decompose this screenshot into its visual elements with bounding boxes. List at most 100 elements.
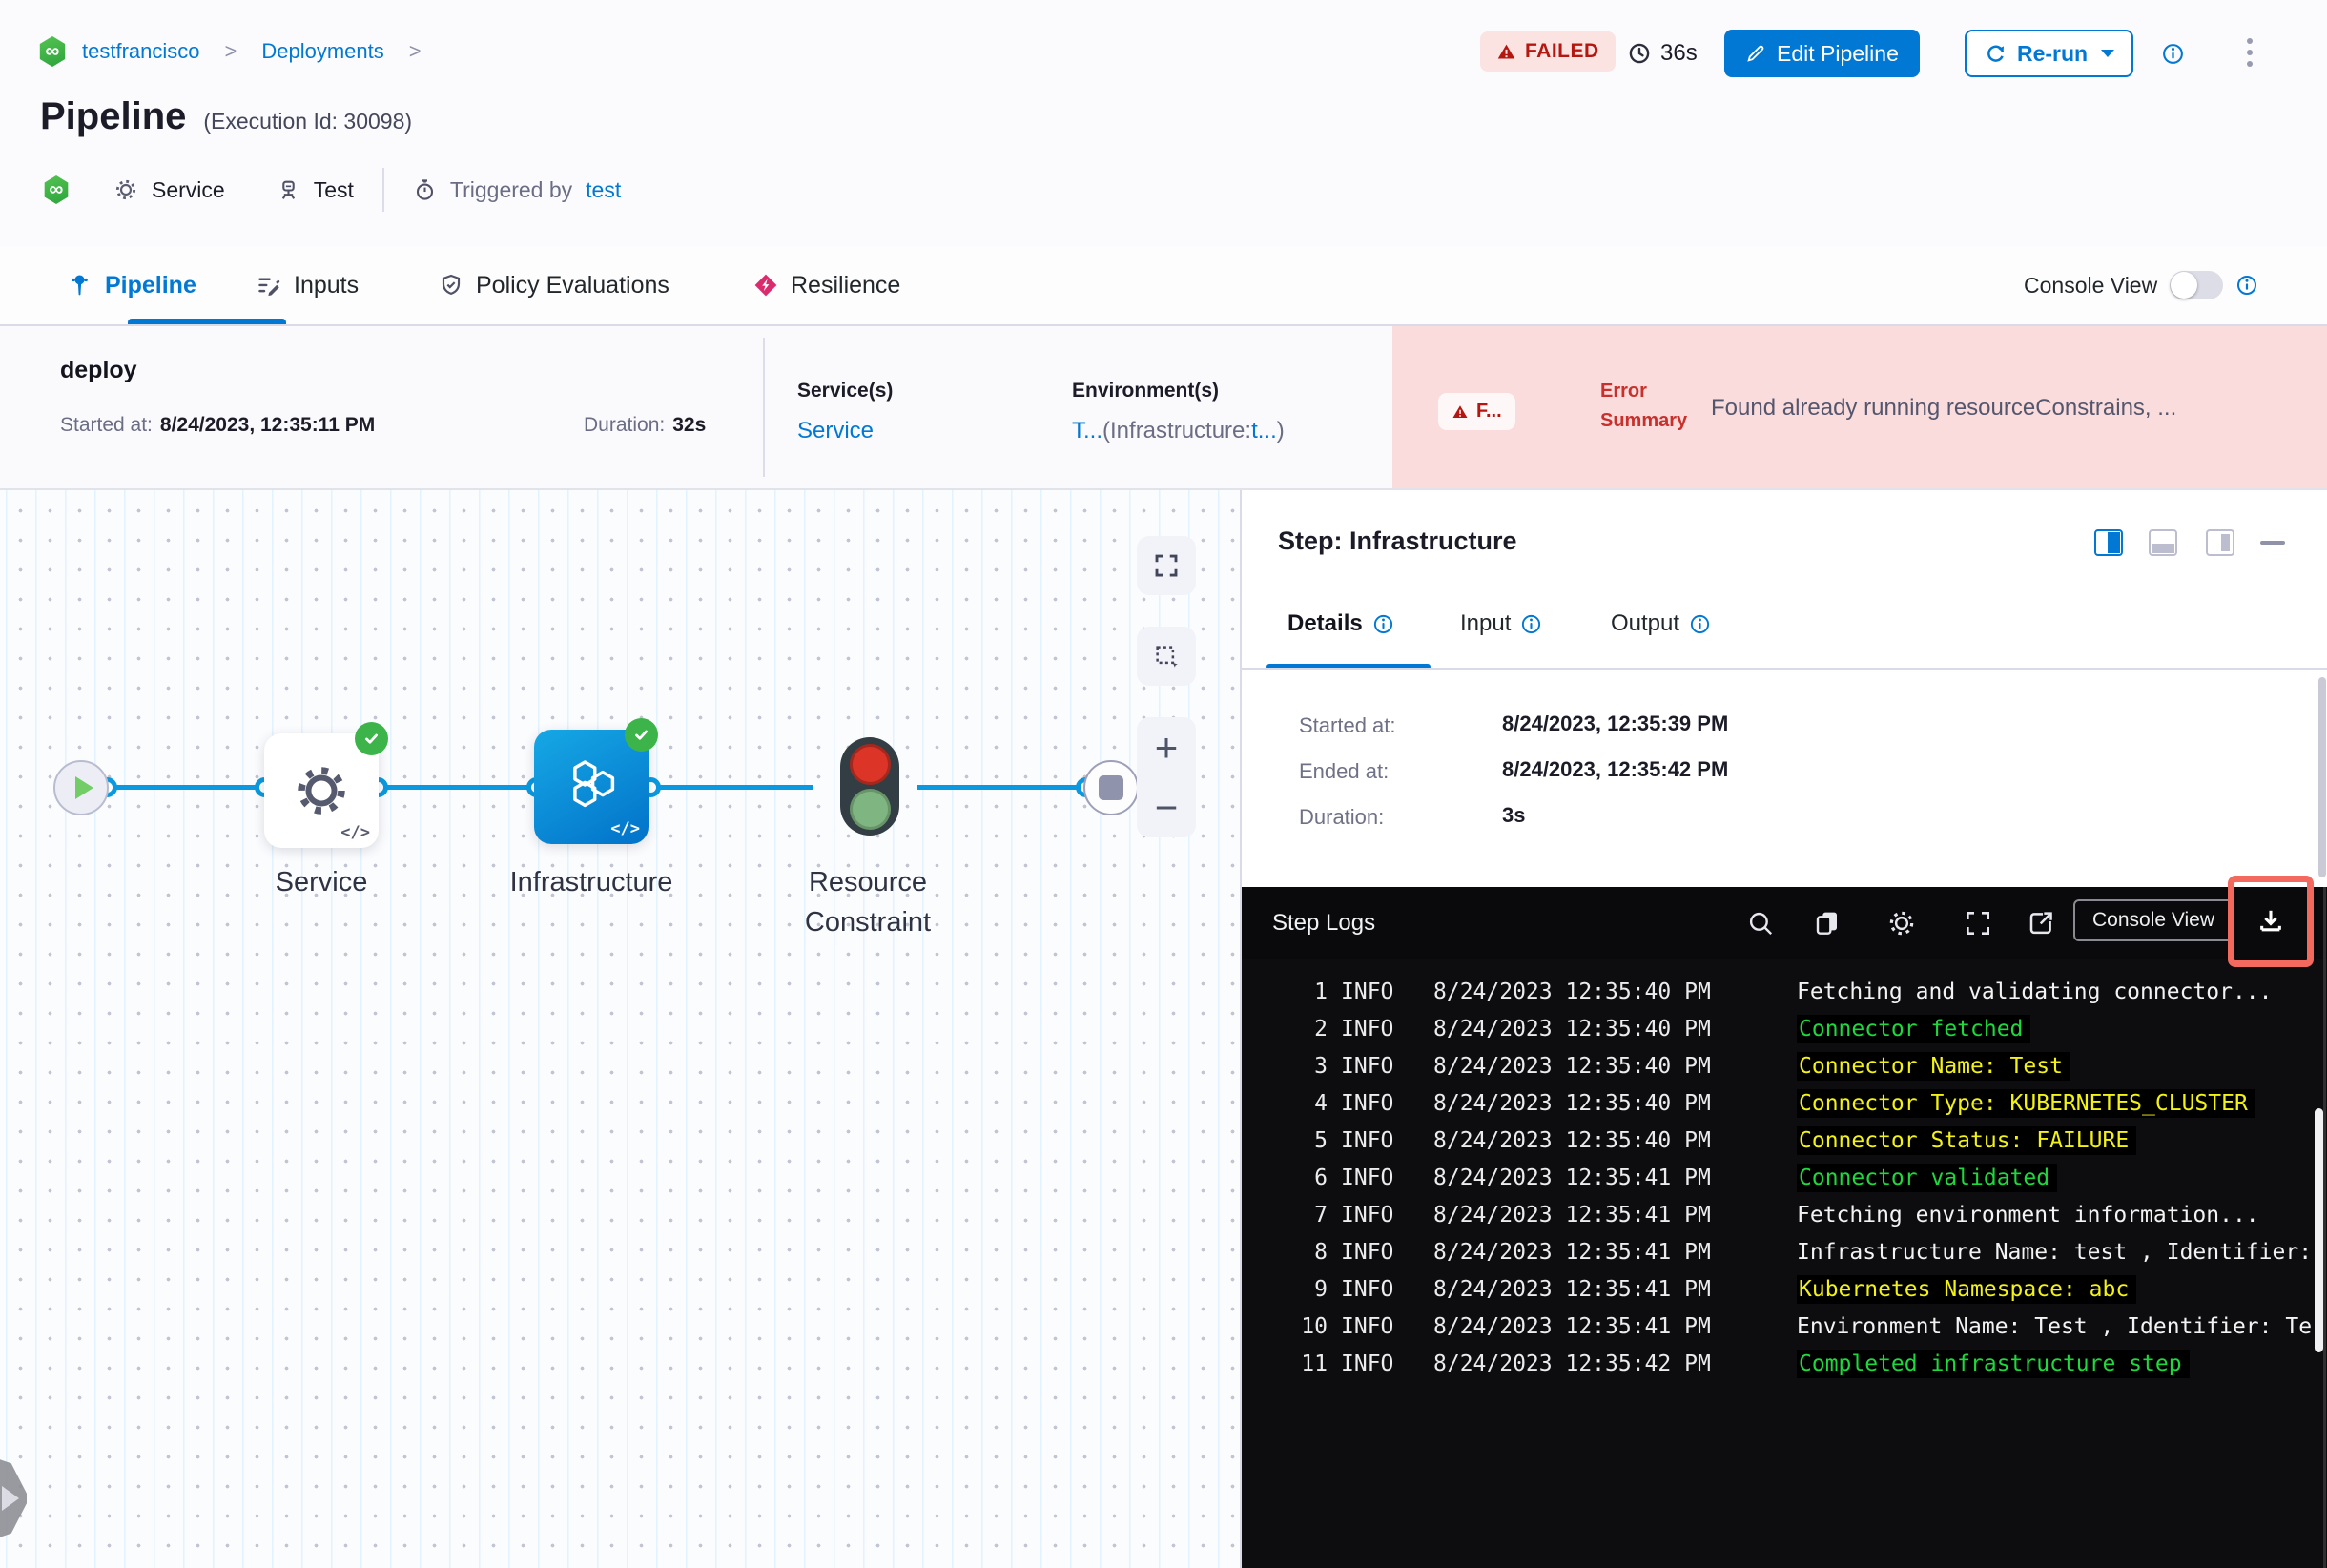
edit-pipeline-button[interactable]: Edit Pipeline <box>1724 30 1920 77</box>
green-light-icon <box>849 788 891 830</box>
step-details-panel: Step: Infrastructure Details Input Outpu… <box>1240 490 2327 1568</box>
active-tab-underline <box>1266 664 1431 670</box>
log-line: 6 INFO 8/24/2023 12:35:41 PM Connector vali… <box>1242 1159 2327 1196</box>
log-line: 7 INFO 8/24/2023 12:35:41 PM Fetching envir… <box>1314 1202 2259 1228</box>
services-label: Service(s) <box>797 380 894 402</box>
error-summary-label: Error Summary <box>1600 381 1688 431</box>
triggered-by-user-link[interactable]: test <box>586 176 622 202</box>
rerun-button[interactable]: Re-run <box>1965 30 2134 77</box>
layout-bottom-split-button[interactable] <box>2149 529 2177 556</box>
execution-status-badge: FAILED <box>1480 31 1616 72</box>
zoom-out-button[interactable]: − <box>1154 784 1179 830</box>
stop-icon <box>1099 775 1123 800</box>
chevron-right-icon: > <box>408 39 422 63</box>
execution-id: (Execution Id: 30098) <box>203 109 413 134</box>
divider <box>1242 668 2327 670</box>
fit-to-screen-button[interactable] <box>1137 536 1196 595</box>
more-options-menu[interactable] <box>2243 34 2256 71</box>
console-view-label: Console View <box>2024 272 2158 298</box>
tab-resilience[interactable]: Resilience <box>753 246 900 324</box>
node-label-service: Service <box>275 867 368 897</box>
chaos-icon <box>754 274 777 297</box>
chevron-right-icon: > <box>224 39 237 63</box>
shield-check-icon <box>442 274 461 296</box>
step-logs-title: Step Logs <box>1272 909 1376 936</box>
divider <box>763 338 765 477</box>
search-icon[interactable] <box>1745 908 1776 939</box>
breadcrumb-project-link[interactable]: testfrancisco <box>82 39 200 63</box>
stopwatch-icon <box>416 178 433 200</box>
environment-name: Test <box>313 176 354 202</box>
failed-chip: F... <box>1438 393 1515 430</box>
breadcrumb-deployments-link[interactable]: Deployments <box>261 39 384 63</box>
environments-value: T...(Infrastructure:t...) <box>1072 418 1285 444</box>
red-light-icon <box>849 743 891 785</box>
layout-right-split-button[interactable] <box>2094 529 2123 556</box>
log-line: 2 INFO 8/24/2023 12:35:40 PM Connector fetc… <box>1242 1010 2327 1047</box>
warning-icon <box>1497 44 1515 58</box>
clock-icon <box>1629 43 1650 64</box>
started-at-value: 8/24/2023, 12:35:11 PM <box>159 414 376 436</box>
elapsed-time: 36s <box>1627 40 1698 67</box>
console-view-toggle[interactable] <box>2170 271 2224 299</box>
end-node[interactable] <box>1083 760 1139 815</box>
tab-output[interactable]: Output <box>1611 610 1711 637</box>
minimize-panel-button[interactable] <box>2260 541 2285 545</box>
tab-inputs[interactable]: Inputs <box>256 246 359 324</box>
download-logs-icon[interactable] <box>2255 906 2286 937</box>
fullscreen-icon[interactable] <box>1963 908 1993 939</box>
run-summary-strip: deploy Started at: 8/24/2023, 12:35:11 P… <box>0 326 2327 490</box>
stage-name: deploy <box>60 357 137 383</box>
layout-right-drawer-button[interactable] <box>2206 529 2234 556</box>
node-label-infrastructure: Infrastructure <box>509 867 673 897</box>
pipeline-graph-canvas[interactable]: </> Service </> Infrastructure Resource … <box>0 490 1240 1568</box>
log-line: 3 INFO 8/24/2023 12:35:40 PM Connector Name… <box>1242 1047 2327 1084</box>
error-strip: F... Error Summary Found already running… <box>1392 326 2327 488</box>
services-value-link[interactable]: Service <box>797 418 875 444</box>
console-view-button[interactable]: Console View <box>2073 899 2234 941</box>
hexagons-icon <box>573 760 615 808</box>
pencil-icon <box>1747 45 1764 62</box>
harness-cd-icon: ∞ <box>39 36 66 67</box>
node-service[interactable]: </> <box>264 722 388 848</box>
harness-cd-icon: ∞ <box>44 175 69 204</box>
copy-icon[interactable] <box>1812 908 1843 939</box>
tab-pipeline[interactable]: Pipeline <box>67 246 286 324</box>
marquee-select-button[interactable] <box>1137 627 1196 686</box>
tab-policy-evaluations[interactable]: Policy Evaluations <box>439 246 669 324</box>
start-node[interactable] <box>53 760 109 815</box>
infrastructure-link[interactable]: t... <box>1251 418 1277 444</box>
zoom-in-button[interactable]: + <box>1154 724 1179 770</box>
environment-link[interactable]: T... <box>1072 418 1103 444</box>
gear-icon[interactable] <box>1886 908 1917 939</box>
step-logs-header: Step Logs Console View <box>1242 876 2327 967</box>
chevron-down-icon <box>2101 50 2115 57</box>
gear-icon <box>298 767 345 815</box>
page-title: Pipeline <box>40 95 187 137</box>
inputs-icon <box>258 278 280 296</box>
code-glyph: </> <box>340 823 370 842</box>
active-tab-underline <box>128 319 286 324</box>
log-line: 5 INFO 8/24/2023 12:35:40 PM Connector Stat… <box>1242 1122 2327 1159</box>
tab-input[interactable]: Input <box>1460 610 1542 637</box>
expand-panel-handle[interactable] <box>0 1450 27 1547</box>
tab-details[interactable]: Details <box>1287 610 1394 637</box>
duration-value: 32s <box>672 414 707 436</box>
info-icon[interactable] <box>2235 274 2258 297</box>
scrollbar-thumb[interactable] <box>2315 1108 2323 1352</box>
scrollbar-thumb[interactable] <box>2318 677 2326 877</box>
breadcrumb: ∞ testfrancisco > Deployments > <box>38 36 431 67</box>
gear-icon <box>115 179 136 200</box>
environment-icon <box>281 180 295 199</box>
execution-meta-row: ∞ Service Test Triggered by test <box>43 168 621 212</box>
info-icon[interactable] <box>2161 42 2185 66</box>
node-infrastructure[interactable]: </> <box>534 718 658 844</box>
log-line: 10 INFO 8/24/2023 12:35:41 PM Environment N… <box>1301 1313 2313 1339</box>
warning-icon <box>1452 404 1468 418</box>
log-line: 4 INFO 8/24/2023 12:35:40 PM Connector Type… <box>1242 1084 2327 1122</box>
info-icon <box>1522 614 1541 633</box>
open-in-new-icon[interactable] <box>2026 908 2056 939</box>
node-resource-constraint[interactable] <box>840 737 899 836</box>
refresh-icon <box>1987 45 2005 62</box>
